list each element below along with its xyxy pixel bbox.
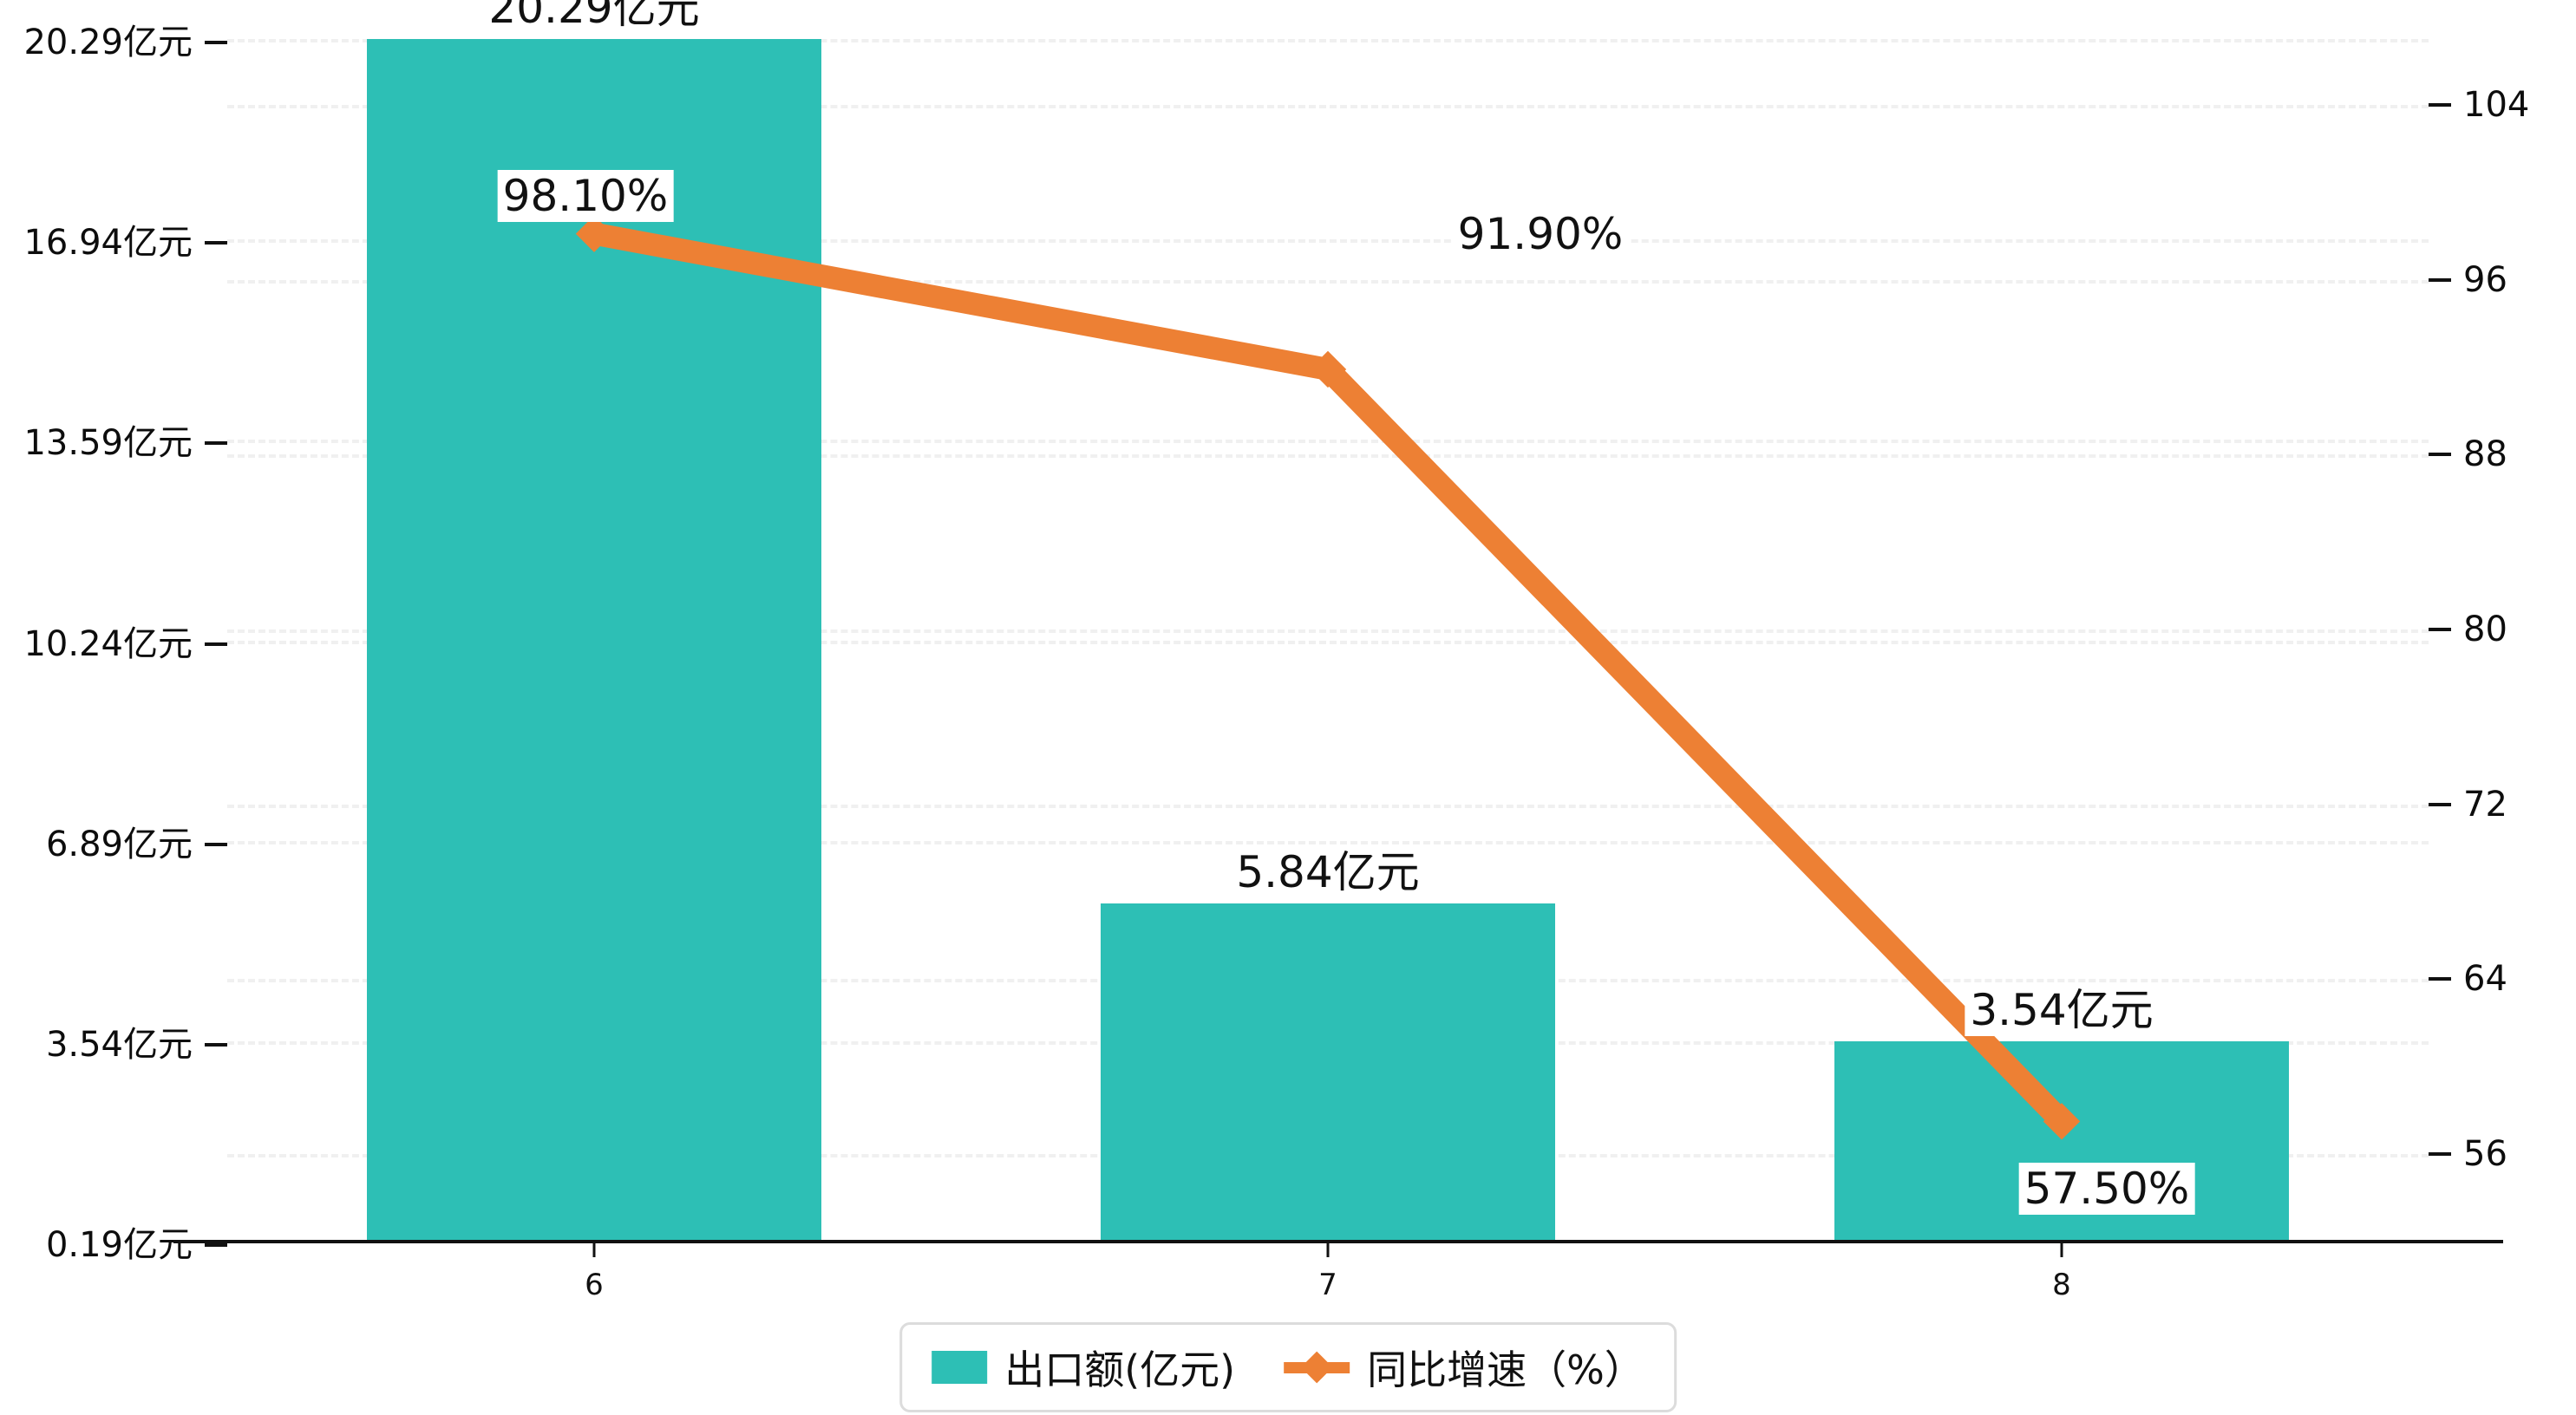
y-axis-right-tick-label: 88 [2463,434,2507,475]
x-axis-tick-mark [592,1243,596,1257]
y-axis-right-tick: 72 [2429,785,2507,825]
y-axis-left: 0.19亿元 3.54亿元 6.89亿元 10.24亿元 13.59亿元 16.94亿元 2… [0,0,227,1265]
tick-mark-icon [205,1243,227,1247]
gridline [227,454,2429,459]
legend-item-label: 出口额(亿元) [1004,1347,1236,1393]
y-axis-right-tick-label: 80 [2463,610,2507,649]
y-axis-left-tick: 13.59亿元 [23,414,227,465]
x-axis-tick-label: 6 [585,1268,604,1302]
line-data-point-marker[interactable] [1309,350,1347,388]
y-axis-left-tick-label: 10.24亿元 [23,623,193,664]
gridline [227,629,2429,633]
y-axis-right-tick-label: 72 [2463,784,2507,825]
gridline [227,104,2429,108]
line-value-label: 91.90% [1452,207,1629,260]
bar-value-label: 5.84亿元 [1231,846,1425,899]
y-axis-left-tick-label: 13.59亿元 [23,423,193,464]
line-value-label: 57.50% [2018,1163,2195,1216]
legend-diamond-marker-icon [1300,1351,1333,1384]
tick-mark-icon [205,842,227,846]
tick-mark-icon [2429,628,2451,631]
gridline [227,39,2429,42]
y-axis-right-tick: 56 [2429,1134,2507,1174]
x-axis: 6 7 8 [0,1242,2576,1346]
x-axis-tick-mark [1326,1243,1330,1257]
gridline [227,440,2429,444]
bar-value-label: 3.54亿元 [1965,983,2159,1036]
y-axis-right-tick: 88 [2429,434,2507,474]
tick-mark-icon [205,241,227,245]
y-axis-left-tick: 6.89亿元 [46,816,227,866]
x-axis-tick-mark [2060,1243,2063,1257]
y-axis-right-tick: 80 [2429,610,2507,649]
line-data-point-marker[interactable] [2043,1103,2081,1140]
tick-mark-icon [2429,802,2451,806]
y-axis-left-tick-label: 0.19亿元 [45,1225,193,1265]
gridline [227,804,2429,808]
gridline [227,239,2429,244]
tick-mark-icon [205,441,227,446]
y-axis-right-tick-label: 56 [2463,1134,2507,1175]
x-axis-tick-label: 7 [1318,1268,1337,1302]
y-axis-right-tick-label: 96 [2463,259,2507,300]
legend-line-swatch-icon [1284,1351,1350,1384]
x-axis-baseline [173,1240,2503,1243]
gridline [227,840,2429,844]
y-axis-right-tick: 64 [2429,959,2507,999]
line-value-label: 98.10% [497,169,674,222]
plot-area: 20.29亿元 5.84亿元 3.54亿元 98.10% 91.90% 57.50% [173,0,2503,1243]
tick-mark-icon [205,1042,227,1047]
y-axis-right-tick: 104 [2429,85,2529,125]
y-axis-right-tick-label: 104 [2463,84,2530,125]
y-axis-left-tick: 16.94亿元 [23,214,227,264]
gridline [227,640,2429,644]
tick-mark-icon [2429,977,2451,981]
y-axis-right-tick-label: 64 [2463,959,2507,1000]
line-series-layer [575,215,2081,1140]
y-axis-left-tick: 20.29亿元 [23,14,227,64]
tick-mark-icon [2429,453,2451,457]
y-axis-left-tick-label: 3.54亿元 [45,1024,193,1065]
tick-mark-icon [2429,277,2451,282]
legend-item-label: 同比增速（%） [1367,1347,1644,1393]
tick-mark-icon [205,41,227,44]
tick-mark-icon [2429,102,2451,107]
tick-mark-icon [2429,1152,2451,1157]
y-axis-left-tick: 0.19亿元 [46,1216,227,1267]
legend-item-yoy-growth[interactable]: 同比增速（%） [1284,1339,1644,1396]
legend-bar-swatch-icon [932,1351,988,1384]
y-axis-right: 56 64 72 80 88 96 104 [2429,0,2576,1242]
y-axis-left-tick: 3.54亿元 [46,1016,227,1066]
bar[interactable] [1100,903,1556,1242]
tick-mark-icon [205,642,227,646]
x-axis-tick-label: 8 [2052,1268,2071,1302]
chart-legend[interactable]: 出口额(亿元) 同比增速（%） [899,1322,1677,1412]
bar-value-label: 20.29亿元 [483,0,705,34]
y-axis-left-tick-label: 16.94亿元 [23,223,193,264]
y-axis-left-tick-label: 6.89亿元 [45,824,193,864]
y-axis-left-tick-label: 20.29亿元 [23,23,193,62]
legend-item-export-amount[interactable]: 出口额(亿元) [932,1339,1235,1396]
y-axis-left-tick: 10.24亿元 [23,616,227,666]
gridline [227,279,2429,284]
y-axis-right-tick: 96 [2429,260,2507,300]
